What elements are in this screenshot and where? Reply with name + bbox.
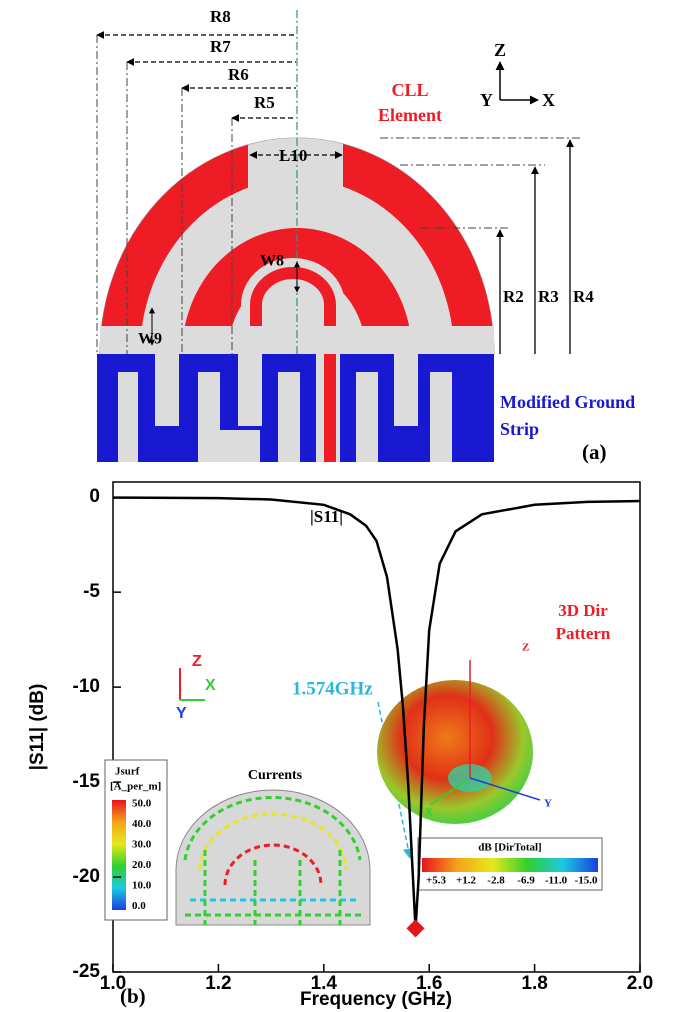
colorbar-label: 30.0 [132,839,152,851]
panel-label: (a) [582,440,607,464]
colorbar-title: dB [DirTotal] [478,842,541,854]
dim-label: R4 [573,287,594,306]
s11-chart: Frequency (GHz) |S11| (dB) (b) |S11| 1.5… [27,482,653,1010]
inset-title: Currents [248,768,303,783]
ground-label: Strip [500,419,539,439]
dim-label: R6 [228,65,249,84]
dim-label: W9 [138,331,162,348]
colorbar [422,858,598,872]
dim-label: W8 [260,253,284,270]
y-tick-label: -10 [73,676,100,697]
dim-label: R8 [210,7,231,26]
y-tick-label: -25 [73,961,101,982]
element-label: Element [378,105,442,125]
y-tick-label: -5 [83,581,100,602]
colorbar-title: Jsurf [115,766,140,778]
y-axis-title: |S11| (dB) [27,684,48,771]
colorbar [112,800,126,910]
inset-title: 3D Dir [558,601,608,620]
inset-axis: Z [192,653,202,670]
ground-label: Modified Ground [500,392,635,412]
dim-label: L10 [279,146,307,165]
colorbar-label: -11.0 [545,875,568,887]
colorbar-label: 10.0 [132,880,152,892]
dim-label: R5 [254,93,275,112]
dim-label: R3 [538,287,559,306]
x-tick-label: 1.2 [205,973,231,994]
y-tick-label: 0 [89,486,100,507]
colorbar-label: -2.8 [487,875,505,887]
dim-label: R2 [503,287,524,306]
x-tick-label: 1.8 [521,973,547,994]
inset-axis: X [205,677,216,694]
inset-axis: Y [544,798,552,810]
x-tick-label: 1.4 [311,973,338,994]
colorbar-label: +1.2 [456,875,477,887]
axis-label: Z [494,40,506,60]
y-tick-label: -20 [73,866,100,887]
annotation: 1.574GHz [292,678,373,699]
colorbar-label: -6.9 [517,875,535,887]
colorbar-label: 50.0 [132,798,152,810]
x-tick-label: 1.6 [416,973,442,994]
resonance-marker [406,919,424,937]
colorbar-label: 40.0 [132,818,152,830]
colorbar-label: 20.0 [132,859,152,871]
figure: R8 R7 R6 R5 L10 W8 W9 R2 R3 R4 Z Y X CLL… [0,0,676,1012]
colorbar-label: -15.0 [575,875,598,887]
inset-axis: Y [176,705,187,722]
y-tick-label: -15 [73,771,101,792]
inset-axis: Z [522,642,529,654]
x-tick-label: 1.0 [100,973,126,994]
inset-axis: X [425,807,433,819]
inset-title: Pattern [556,624,611,643]
axis-label: X [542,90,555,110]
colorbar-label: 0.0 [132,900,146,912]
element-label: CLL [391,80,428,100]
antenna-diagram: R8 R7 R6 R5 L10 W8 W9 R2 R3 R4 Z Y X CLL… [97,7,635,464]
x-tick-label: 2.0 [627,973,653,994]
dim-label: R7 [210,37,231,56]
colorbar-label: +5.3 [426,875,447,887]
axis-label: Y [480,90,493,110]
